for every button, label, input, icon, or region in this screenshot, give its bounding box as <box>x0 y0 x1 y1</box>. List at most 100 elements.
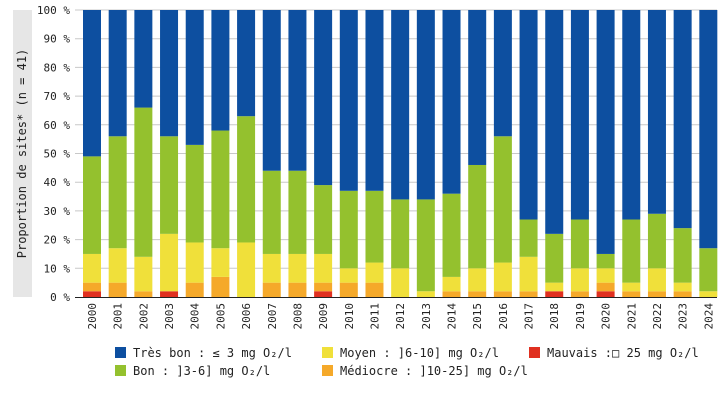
bar-segment <box>570 219 589 269</box>
bar-segment <box>237 10 256 117</box>
y-tick-label: 50 % <box>44 148 71 161</box>
bar-segment <box>314 291 333 297</box>
bar-segment <box>83 282 101 292</box>
bar-segment <box>83 156 101 254</box>
bar-segment <box>468 268 487 292</box>
bar-segment <box>185 242 204 283</box>
bar-segment <box>288 253 307 283</box>
x-tick-label: 2019 <box>574 303 587 330</box>
bar-segment <box>673 228 692 283</box>
bar-segment <box>647 10 666 214</box>
bar-segment <box>288 10 307 171</box>
bar-segment <box>442 10 461 194</box>
bar-segment <box>468 10 487 165</box>
bar-segment <box>108 10 127 137</box>
legend-swatch <box>322 365 333 376</box>
bar-segment <box>416 291 435 297</box>
x-axis-ticks: 2000 2001 2002 2003 2004 2005 2006 2007 2008 2009… <box>86 303 715 330</box>
bar-segment <box>339 10 358 191</box>
x-tick-label: 2006 <box>240 303 253 330</box>
x-tick-label: 2013 <box>420 303 433 330</box>
bar-segment <box>622 219 641 283</box>
bar-segment <box>262 253 281 283</box>
y-tick-label: 60 % <box>44 119 71 132</box>
bar-segment <box>108 136 127 249</box>
bar-segment <box>493 136 512 263</box>
bar-segment <box>468 291 487 297</box>
bar-segment <box>211 276 230 297</box>
bar-segment <box>339 282 358 297</box>
y-tick-label: 70 % <box>44 90 71 103</box>
x-tick-label: 2012 <box>394 303 407 330</box>
legend-swatch <box>322 347 333 358</box>
bar-segment <box>314 185 333 254</box>
bar-segment <box>108 282 127 297</box>
y-tick-label: 20 % <box>44 234 71 247</box>
x-tick-label: 2024 <box>702 303 715 330</box>
bar-segment <box>262 10 281 171</box>
bar-segment <box>314 10 333 186</box>
x-tick-label: 2021 <box>625 303 638 330</box>
bar-segment <box>416 10 435 200</box>
bar-segment <box>442 291 461 297</box>
x-tick-label: 2004 <box>189 303 202 330</box>
bar-segment <box>647 213 666 269</box>
bar-segment <box>468 164 487 269</box>
x-tick-label: 2002 <box>137 303 150 330</box>
bar-segment <box>622 282 641 292</box>
bar-segment <box>545 282 564 292</box>
legend-swatch <box>529 347 540 358</box>
bar-segment <box>596 10 615 254</box>
bar-segment <box>493 262 512 292</box>
bar-segment <box>314 253 333 283</box>
bar-segment <box>519 256 538 292</box>
bar-segment <box>596 291 615 297</box>
bar-segment <box>673 291 692 297</box>
x-tick-label: 2003 <box>163 303 176 330</box>
bar-segment <box>314 282 333 292</box>
x-tick-label: 2015 <box>471 303 484 330</box>
bar-segment <box>160 136 179 234</box>
bar-segment <box>262 170 281 254</box>
bar-segment <box>442 276 461 292</box>
bar-segment <box>622 10 641 220</box>
legend-label: Bon : ]3-6] mg O₂/l <box>133 364 270 378</box>
bar-segment <box>699 291 718 297</box>
bar-segment <box>699 10 718 249</box>
bar-segment <box>545 291 564 297</box>
bar-segment <box>160 291 179 297</box>
bar-segment <box>647 291 666 297</box>
y-axis-label: Proportion de sites* (n = 41) <box>15 49 29 259</box>
ylabel-band <box>13 10 32 297</box>
x-tick-label: 2016 <box>497 303 510 330</box>
bar-segment <box>288 282 307 297</box>
bar-segment <box>211 10 230 131</box>
bar-segment <box>493 10 512 137</box>
bar-segment <box>83 291 101 297</box>
bar-segment <box>365 262 384 283</box>
x-tick-label: 2018 <box>548 303 561 330</box>
bar-segment <box>185 144 204 243</box>
legend-label: Mauvais :□ 25 mg O₂/l <box>547 346 699 360</box>
bar-segment <box>596 282 615 292</box>
bar-segment <box>185 282 204 297</box>
x-tick-label: 2011 <box>368 303 381 330</box>
bar-segment <box>365 282 384 297</box>
bar-segment <box>391 268 410 297</box>
bar-segment <box>160 233 179 292</box>
bar-segment <box>339 190 358 269</box>
bar-segment <box>673 10 692 229</box>
bar-segment <box>288 170 307 254</box>
legend: Très bon : ≤ 3 mg O₂/l Moyen : ]6-10] mg … <box>115 346 699 378</box>
bar-segment <box>570 291 589 297</box>
bar-segment <box>545 10 564 234</box>
bar-segment <box>134 10 153 108</box>
bar-segment <box>493 291 512 297</box>
bar-segment <box>160 10 179 137</box>
bar-segment <box>83 253 101 283</box>
bar-segment <box>570 268 589 292</box>
x-tick-label: 2017 <box>523 303 536 330</box>
bar-segment <box>596 268 615 283</box>
x-tick-label: 2007 <box>266 303 279 330</box>
